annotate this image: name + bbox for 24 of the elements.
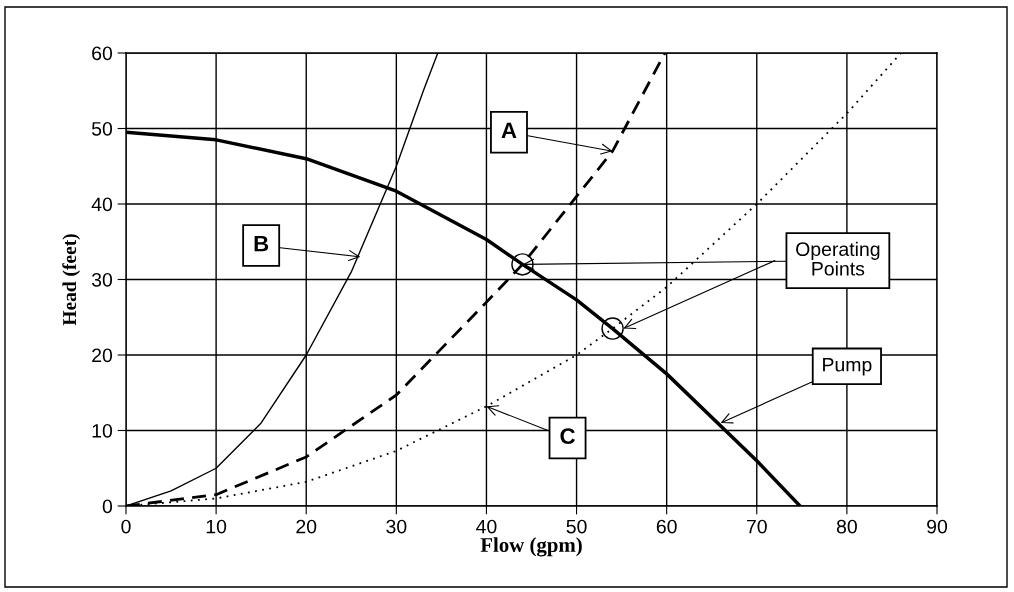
annotation: B: [254, 235, 269, 252]
x-tick-label: 30: [386, 519, 407, 534]
x-tick-label: 60: [656, 519, 677, 534]
x-tick-label: 20: [296, 519, 317, 534]
x-tick-label: 80: [836, 519, 857, 534]
annotation: A: [501, 122, 517, 139]
annotation: Pump: [823, 357, 872, 376]
x-tick-label: 10: [206, 519, 227, 534]
x-tick-label: 90: [927, 519, 948, 534]
y-tick-label: 40: [91, 197, 113, 212]
y-tick-label: 10: [92, 423, 113, 438]
annotation: Operating Points: [796, 241, 880, 276]
y-tick-label: 30: [91, 272, 113, 287]
x-tick-label: 0: [121, 519, 131, 534]
y-tick-label: 20: [92, 348, 113, 363]
x-tick-label: 70: [746, 519, 767, 534]
x-axis-title: Flow (gpm): [480, 537, 582, 557]
y-tick-label: 50: [91, 121, 113, 136]
y-axis-title: Head (feet): [62, 234, 81, 326]
x-tick-label: 50: [566, 519, 587, 534]
y-tick-label: 60: [92, 46, 113, 61]
y-tick-label: 0: [102, 499, 113, 514]
x-tick-label: 40: [476, 519, 497, 534]
annotation: C: [560, 428, 575, 445]
